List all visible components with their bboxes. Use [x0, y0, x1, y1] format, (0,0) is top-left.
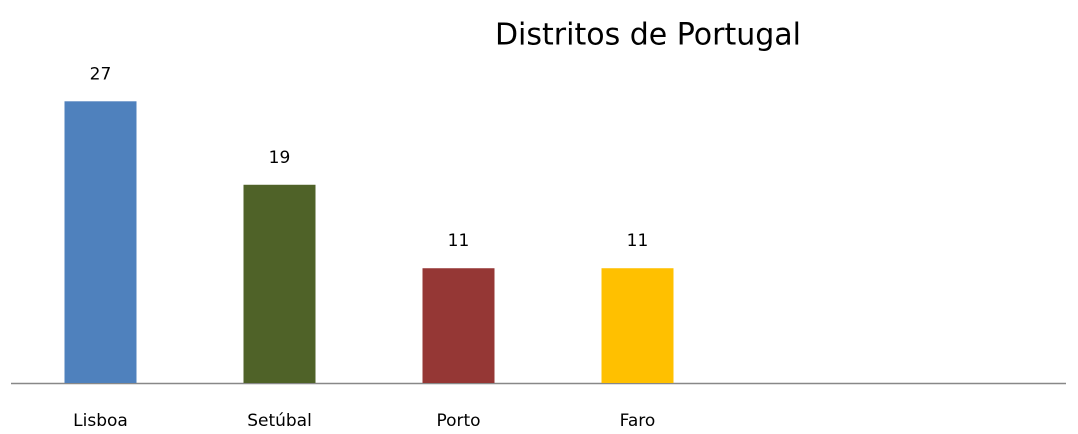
data-label: 11: [448, 231, 470, 251]
data-label: 27: [90, 64, 112, 84]
bar: [422, 268, 495, 383]
x-tick-label: Porto: [436, 411, 480, 430]
data-label: 19: [269, 148, 291, 168]
data-label: 11: [627, 231, 649, 251]
chart-title: Distritos de Portugal: [495, 18, 801, 53]
x-tick-label: Faro: [620, 411, 656, 430]
x-tick-label: Lisboa: [73, 411, 128, 430]
bar: [243, 184, 316, 383]
bar: [64, 101, 137, 384]
x-tick-label: Setúbal: [247, 411, 312, 430]
bar: [601, 268, 674, 383]
